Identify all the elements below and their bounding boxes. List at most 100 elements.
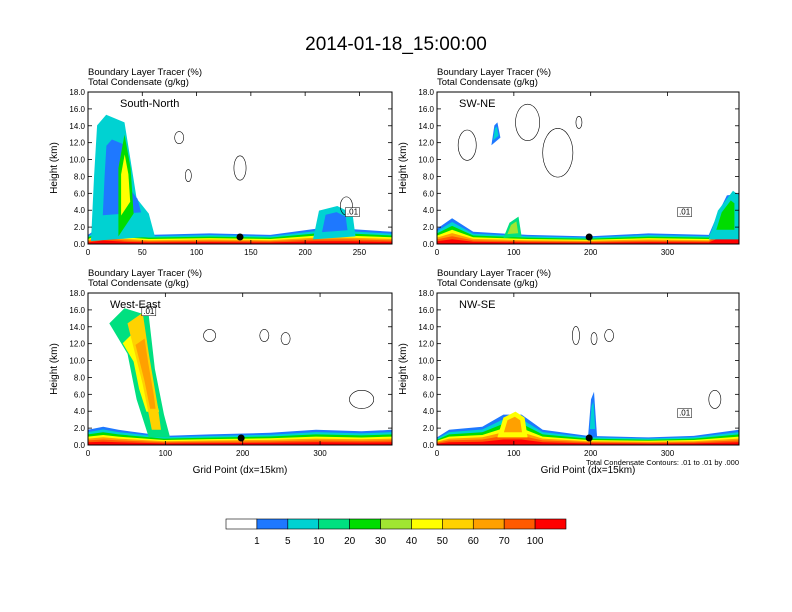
colorbar-label: 70 [499, 536, 511, 547]
plot-frame [436, 292, 740, 446]
panel-nw-se: Boundary Layer Tracer (%)Total Condensat… [398, 268, 740, 476]
plot-area [437, 293, 739, 445]
colorbar-swatch [380, 518, 412, 530]
x-tick-label: 100 [507, 248, 521, 257]
colorbar-swatch [411, 518, 443, 530]
contour-label-box [677, 408, 692, 418]
y-tick-label: 0.0 [74, 441, 86, 450]
y-tick-label: 8.0 [423, 172, 435, 181]
contour-label: .01 [347, 208, 359, 217]
y-axis-label: Height (km) [398, 142, 409, 194]
y-tick-label: 8.0 [74, 373, 86, 382]
y-tick-label: 14.0 [69, 323, 85, 332]
x-tick-label: 200 [236, 449, 250, 458]
condensate-contours [571, 326, 722, 409]
y-tick-label: 12.0 [69, 139, 85, 148]
y-tick-label: 16.0 [69, 105, 85, 114]
panel-label: SW-NE [459, 98, 495, 110]
y-tick-label: 6.0 [74, 390, 86, 399]
y-tick-label: 2.0 [423, 424, 435, 433]
y-tick-label: 16.0 [418, 306, 434, 315]
colorbar-swatch [534, 518, 567, 530]
contour-line [575, 116, 583, 129]
tracer-shading [437, 122, 739, 244]
shading-blob-core [589, 401, 596, 429]
y-tick-label: 8.0 [423, 373, 435, 382]
contour-line [174, 131, 185, 144]
subtitle-tracer: Boundary Layer Tracer (%) [88, 268, 202, 279]
contour-line [571, 326, 580, 345]
contour-label: .01 [143, 307, 155, 316]
location-marker [585, 434, 593, 442]
contour-label-box [677, 207, 692, 217]
y-tick-label: 16.0 [418, 105, 434, 114]
x-tick-label: 50 [138, 248, 147, 257]
y-tick-label: 0.0 [74, 240, 86, 249]
x-axis-label: Grid Point (dx=15km) [193, 465, 288, 476]
panel-label: South-North [120, 98, 179, 110]
contour-line [203, 329, 216, 342]
x-tick-label: 200 [584, 248, 598, 257]
location-marker [237, 434, 245, 442]
contour-label: .01 [679, 409, 691, 418]
x-tick-label: 300 [661, 248, 675, 257]
y-tick-label: 4.0 [423, 206, 435, 215]
contour-line [259, 329, 270, 342]
x-tick-label: 0 [86, 248, 91, 257]
colorbar-swatch [503, 518, 536, 530]
colorbar-swatch [472, 518, 505, 530]
contour-line [590, 332, 598, 345]
y-tick-label: 10.0 [69, 156, 85, 165]
colorbar-label: 10 [313, 536, 325, 547]
y-axis-label: Height (km) [398, 343, 409, 395]
contour-note: Total Condensate Contours: .01 to .01 by… [586, 458, 739, 467]
figure-title: 2014-01-18_15:00:00 [305, 34, 487, 55]
y-tick-label: 12.0 [69, 340, 85, 349]
y-tick-label: 2.0 [423, 223, 435, 232]
subtitle-condensate: Total Condensate (g/kg) [88, 278, 189, 289]
shading-blob-core [121, 154, 131, 216]
y-tick-label: 4.0 [74, 407, 86, 416]
shading-layer [437, 235, 739, 244]
colorbar-label: 60 [468, 536, 480, 547]
y-tick-label: 18.0 [69, 289, 85, 298]
y-axis-label: Height (km) [49, 343, 60, 395]
colorbar-label: 20 [344, 536, 356, 547]
panel-label: NW-SE [459, 299, 495, 311]
shading-blob-core [322, 212, 348, 233]
y-tick-label: 6.0 [74, 189, 86, 198]
shading-blob-core [716, 200, 735, 230]
colorbar-swatch [256, 518, 289, 530]
plot-frame [87, 91, 393, 245]
y-tick-label: 14.0 [418, 122, 434, 131]
contour-line [515, 103, 540, 141]
condensate-contours [203, 329, 375, 409]
subtitle-tracer: Boundary Layer Tracer (%) [437, 67, 551, 78]
y-tick-label: 16.0 [69, 306, 85, 315]
colorbar-label: 100 [527, 536, 544, 547]
y-tick-label: 18.0 [418, 289, 434, 298]
y-tick-label: 4.0 [423, 407, 435, 416]
x-tick-label: 250 [353, 248, 367, 257]
colorbar-label: 40 [406, 536, 418, 547]
plot-frame [87, 292, 393, 446]
x-tick-label: 100 [159, 449, 173, 458]
location-marker [585, 233, 593, 241]
colorbar: 1 5 10 20 30 40 50 60 70 100 [225, 518, 567, 547]
plot-area [437, 92, 739, 244]
x-tick-label: 200 [298, 248, 312, 257]
y-tick-label: 12.0 [418, 139, 434, 148]
x-axis-label: Grid Point (dx=15km) [541, 465, 636, 476]
panel-south-north: Boundary Layer Tracer (%)Total Condensat… [49, 67, 393, 257]
y-tick-label: 18.0 [69, 88, 85, 97]
y-tick-label: 18.0 [418, 88, 434, 97]
x-tick-label: 300 [661, 449, 675, 458]
colorbar-label: 30 [375, 536, 387, 547]
subtitle-condensate: Total Condensate (g/kg) [437, 278, 538, 289]
plot-frame [436, 91, 740, 245]
contour-label-box [141, 306, 157, 317]
x-tick-label: 100 [190, 248, 204, 257]
y-tick-label: 2.0 [74, 424, 86, 433]
subtitle-tracer: Boundary Layer Tracer (%) [88, 67, 202, 78]
panel-label: West-East [110, 299, 161, 311]
